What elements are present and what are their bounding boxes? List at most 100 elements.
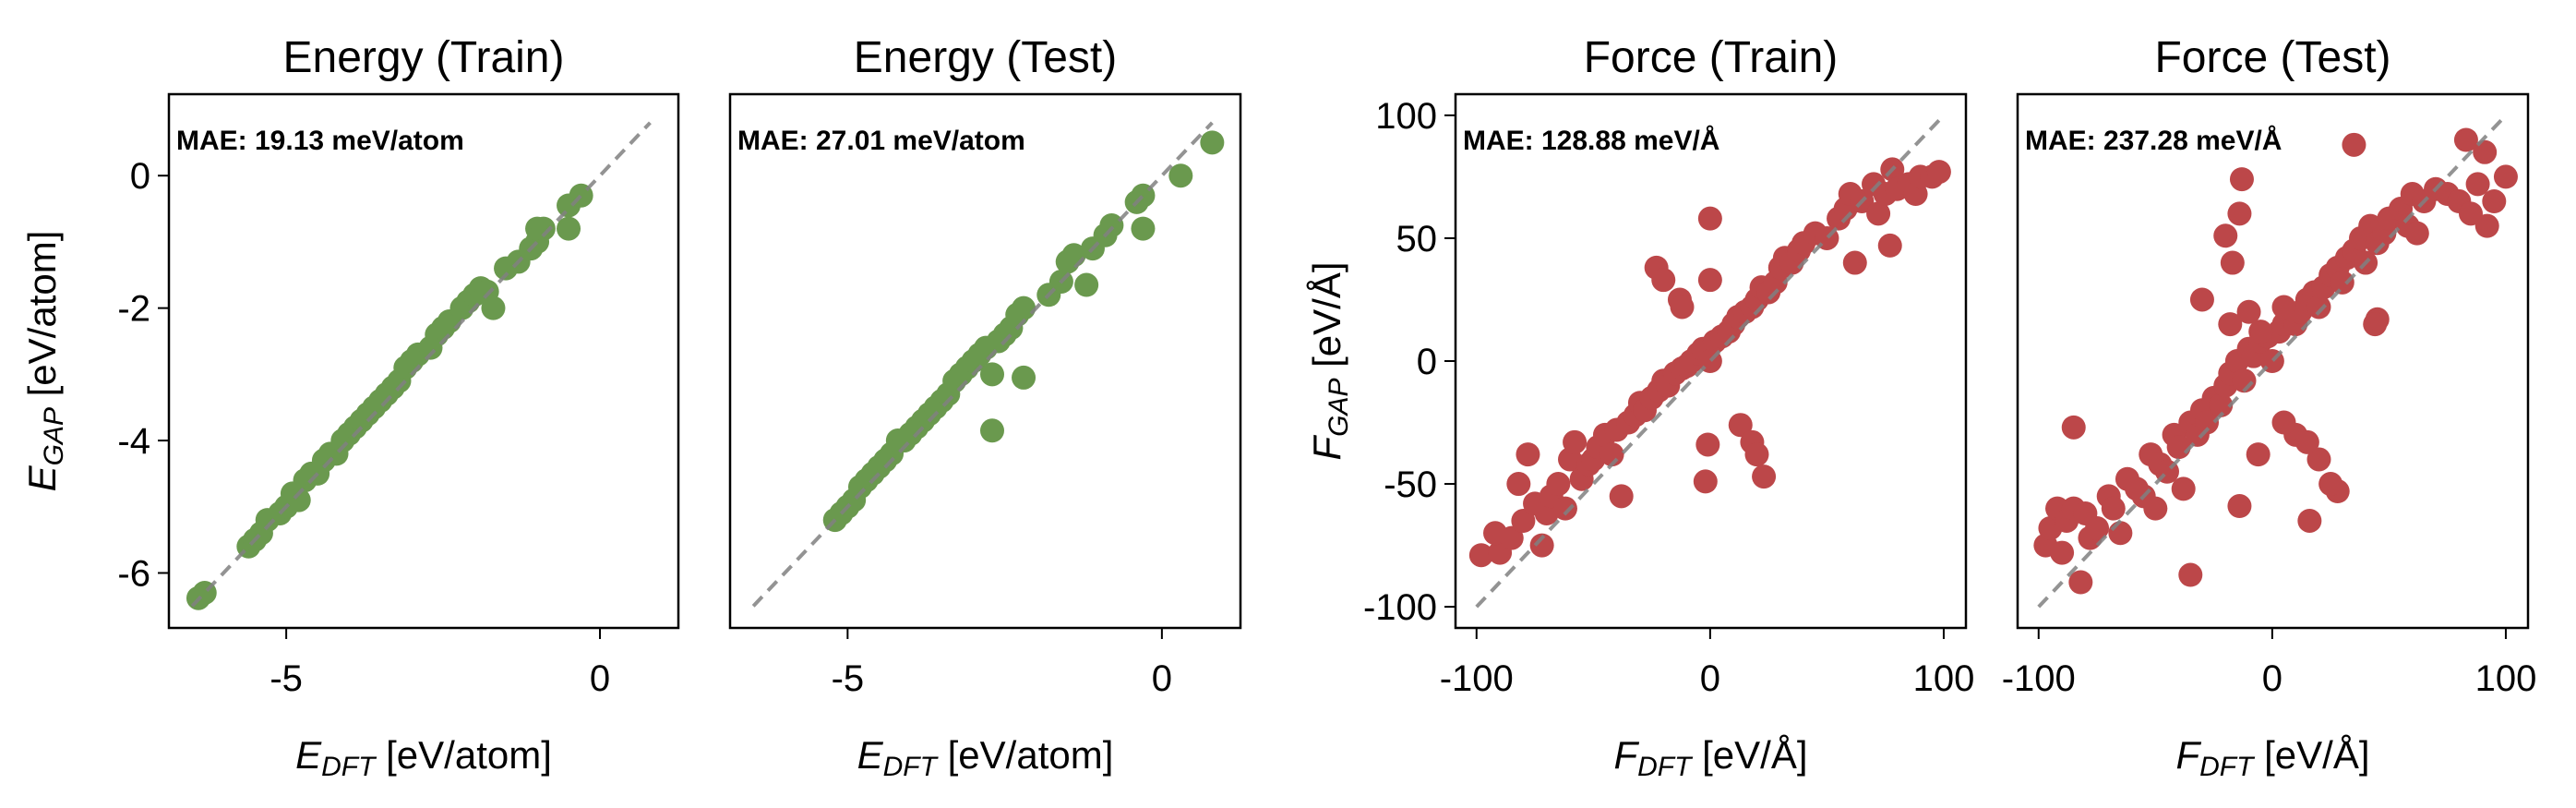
data-point — [1506, 472, 1531, 497]
data-point — [1877, 233, 1902, 258]
data-point — [2493, 164, 2518, 189]
subplot-2: Energy (Test) MAE: 27.01 meV/atom -5 0 EDFT … — [728, 33, 1242, 782]
x-tick-label: 100 — [1913, 658, 1975, 699]
x-tick-label: 0 — [2262, 658, 2282, 699]
y-tick-label: 0 — [130, 156, 150, 197]
data-point — [2271, 410, 2296, 435]
data-point — [1728, 413, 1753, 438]
data-point — [2227, 201, 2252, 226]
data-point — [1552, 496, 1577, 521]
axes-frame — [167, 92, 680, 630]
y-tick-label: -2 — [117, 289, 150, 330]
data-point — [2220, 250, 2245, 275]
x-axis-label-unit: [eV/atom] — [375, 733, 551, 777]
mae-annotation: MAE: 27.01 meV/atom — [737, 126, 1025, 156]
data-point — [1099, 212, 1124, 237]
y-axis-label: FGAP [eV/Å] — [1305, 261, 1354, 460]
y-tick-label: 100 — [1375, 96, 1437, 137]
x-tick-label: 100 — [2475, 658, 2537, 699]
data-point — [2189, 287, 2214, 312]
identity-line — [190, 121, 652, 608]
data-point — [1926, 160, 1951, 185]
data-point — [1842, 250, 1867, 275]
data-point — [2482, 189, 2507, 214]
y-axis-label-var: F — [1305, 435, 1348, 461]
data-point — [1697, 268, 1722, 293]
data-point — [1752, 464, 1777, 489]
data-point — [2248, 320, 2273, 344]
data-point — [2318, 472, 2343, 497]
x-axis-label-subscript: DFT — [321, 752, 377, 782]
x-axis-label: EDFT [eV/atom] — [857, 733, 1114, 782]
x-axis-label: EDFT [eV/atom] — [295, 733, 552, 782]
x-axis-label-subscript: DFT — [2199, 752, 2256, 782]
data-point — [2143, 496, 2168, 521]
data-point — [1499, 525, 1524, 550]
data-point — [1693, 469, 1718, 494]
x-tick-label: -100 — [2002, 658, 2076, 699]
x-tick-label: -5 — [832, 658, 865, 699]
data-point — [2306, 295, 2331, 320]
data-point — [2297, 508, 2322, 533]
data-point — [2229, 167, 2254, 192]
data-point — [2294, 429, 2319, 454]
data-point — [2209, 392, 2234, 417]
data-point — [2246, 442, 2270, 467]
data-point — [2218, 312, 2243, 337]
data-point — [2363, 312, 2388, 337]
subplot-title: Energy (Train) — [283, 33, 565, 82]
data-point — [979, 418, 1004, 443]
data-point — [1131, 216, 1156, 241]
data-point — [286, 488, 311, 513]
x-axis-label-subscript: DFT — [1637, 752, 1694, 782]
x-axis-label: FDFT [eV/Å] — [2175, 733, 2369, 782]
data-point — [1609, 484, 1634, 509]
identity-line — [2037, 114, 2508, 609]
x-tick-label: 0 — [1700, 658, 1720, 699]
x-axis-label-var: E — [295, 733, 322, 777]
data-point — [2085, 515, 2110, 540]
data-point — [1546, 472, 1571, 497]
data-point — [1697, 206, 1722, 231]
data-point — [1563, 429, 1588, 454]
data-point — [2236, 299, 2261, 324]
subplot-1: Energy (Train) MAE: 19.13 meV/atom -5 0 0 -2 -… — [20, 33, 680, 782]
y-axis-label-subscript: GAP — [1324, 379, 1354, 437]
y-axis-label-unit: [eV/atom] — [20, 231, 64, 407]
data-point — [1866, 201, 1891, 226]
x-axis-label: FDFT [eV/Å] — [1613, 733, 1807, 782]
subplot-4: Force (Test) MAE: 237.28 meV/Å -100 0 100 FDF… — [2002, 33, 2537, 782]
y-axis-label-unit: [eV/Å] — [1305, 261, 1348, 378]
data-point — [2227, 494, 2252, 519]
data-point — [1468, 543, 1493, 568]
subplot-title: Force (Train) — [1584, 33, 1839, 82]
data-point — [1695, 432, 1720, 457]
x-axis-label-subscript: DFT — [883, 752, 940, 782]
data-point — [1651, 268, 1676, 293]
data-point — [2453, 127, 2478, 152]
data-point — [2404, 221, 2429, 246]
data-point — [1200, 130, 1225, 155]
subplot-title: Force (Test) — [2154, 33, 2390, 82]
identity-line — [1475, 114, 1946, 609]
data-point — [557, 216, 581, 241]
axes-frame — [728, 92, 1242, 630]
y-tick-label: -6 — [117, 553, 150, 594]
data-point — [2271, 295, 2296, 320]
data-point — [2330, 270, 2354, 295]
identity-line — [751, 121, 1214, 608]
y-axis-label-var: E — [20, 464, 64, 491]
x-tick-label: -100 — [1440, 658, 1514, 699]
y-tick-label: -4 — [117, 421, 150, 462]
data-point — [481, 295, 506, 320]
y-axis-label: EGAP [eV/atom] — [20, 231, 69, 492]
data-point — [1516, 442, 1540, 467]
data-point — [1529, 533, 1554, 558]
x-axis-label-unit: [eV/Å] — [2253, 733, 2369, 777]
data-point — [1744, 442, 1769, 467]
data-point — [979, 362, 1004, 387]
data-point — [2068, 570, 2093, 595]
x-tick-label: 0 — [1152, 658, 1172, 699]
y-tick-label: 0 — [1417, 342, 1437, 382]
